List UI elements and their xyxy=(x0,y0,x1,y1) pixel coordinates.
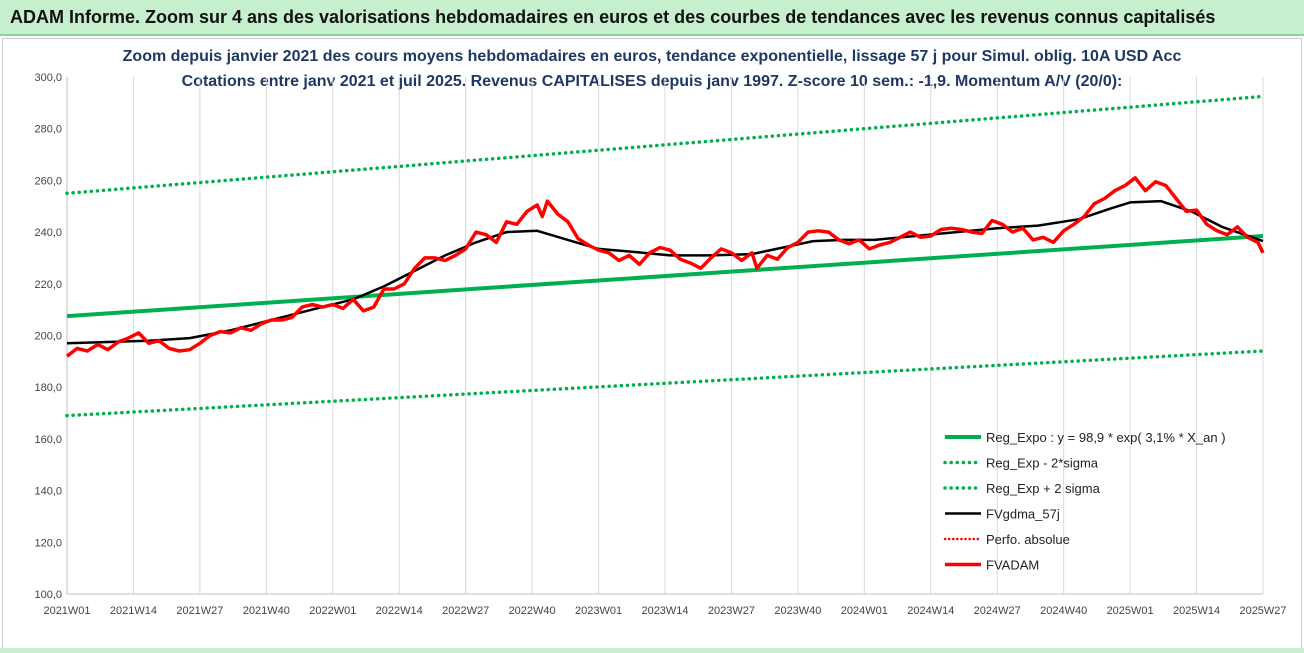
y-tick-label: 300,0 xyxy=(34,72,62,84)
legend-label: FVgdma_57j xyxy=(986,507,1060,522)
y-tick-label: 140,0 xyxy=(34,486,62,498)
legend-label: Reg_Expo : y = 98,9 * exp( 3,1% * X_an ) xyxy=(986,430,1226,445)
chart-title: Zoom depuis janvier 2021 des cours moyen… xyxy=(122,48,1182,65)
x-tick-label: 2023W14 xyxy=(641,605,688,617)
bottom-strip xyxy=(0,648,1304,653)
x-tick-label: 2022W01 xyxy=(309,605,356,617)
series-line-reg-exp-2-sigma xyxy=(65,349,1265,418)
x-tick-label: 2023W27 xyxy=(708,605,755,617)
x-tick-label: 2025W27 xyxy=(1239,605,1286,617)
y-tick-label: 240,0 xyxy=(34,227,62,239)
y-tick-label: 100,0 xyxy=(34,589,62,601)
legend-label: Perfo. absolue xyxy=(986,532,1070,547)
legend-label: Reg_Exp + 2 sigma xyxy=(986,481,1101,496)
x-tick-label: 2024W01 xyxy=(841,605,888,617)
y-tick-label: 160,0 xyxy=(34,434,62,446)
y-tick-label: 180,0 xyxy=(34,382,62,394)
x-tick-label: 2024W14 xyxy=(907,605,954,617)
legend-label: FVADAM xyxy=(986,558,1039,573)
x-tick-label: 2021W27 xyxy=(176,605,223,617)
x-tick-label: 2021W40 xyxy=(243,605,290,617)
y-tick-label: 120,0 xyxy=(34,537,62,549)
x-tick-label: 2023W01 xyxy=(575,605,622,617)
x-tick-label: 2021W14 xyxy=(110,605,157,617)
y-tick-label: 200,0 xyxy=(34,331,62,343)
y-tick-label: 280,0 xyxy=(34,124,62,136)
x-tick-label: 2021W01 xyxy=(43,605,90,617)
y-tick-label: 220,0 xyxy=(34,279,62,291)
x-tick-label: 2022W14 xyxy=(376,605,423,617)
page-title: ADAM Informe. Zoom sur 4 ans des valoris… xyxy=(10,7,1216,27)
series-line-fvadam xyxy=(65,176,1265,358)
x-tick-label: 2024W40 xyxy=(1040,605,1087,617)
series-line-reg-expo-y-98-9-exp-3-1-x-an xyxy=(66,234,1264,319)
legend-label: Reg_Exp - 2*sigma xyxy=(986,456,1099,471)
x-tick-label: 2024W27 xyxy=(974,605,1021,617)
x-tick-label: 2022W27 xyxy=(442,605,489,617)
chart-title-block: Zoom depuis janvier 2021 des cours moyen… xyxy=(0,44,1304,94)
chart-subtitle: Cotations entre janv 2021 et juil 2025. … xyxy=(181,73,1123,90)
y-tick-label: 260,0 xyxy=(34,175,62,187)
series-line-fvgdma-57j xyxy=(66,199,1264,345)
page-banner: ADAM Informe. Zoom sur 4 ans des valoris… xyxy=(0,0,1304,36)
x-tick-label: 2022W40 xyxy=(509,605,556,617)
x-tick-label: 2025W01 xyxy=(1107,605,1154,617)
series-line-reg-exp-2-sigma xyxy=(65,94,1265,196)
x-tick-label: 2025W14 xyxy=(1173,605,1220,617)
x-tick-label: 2023W40 xyxy=(774,605,821,617)
